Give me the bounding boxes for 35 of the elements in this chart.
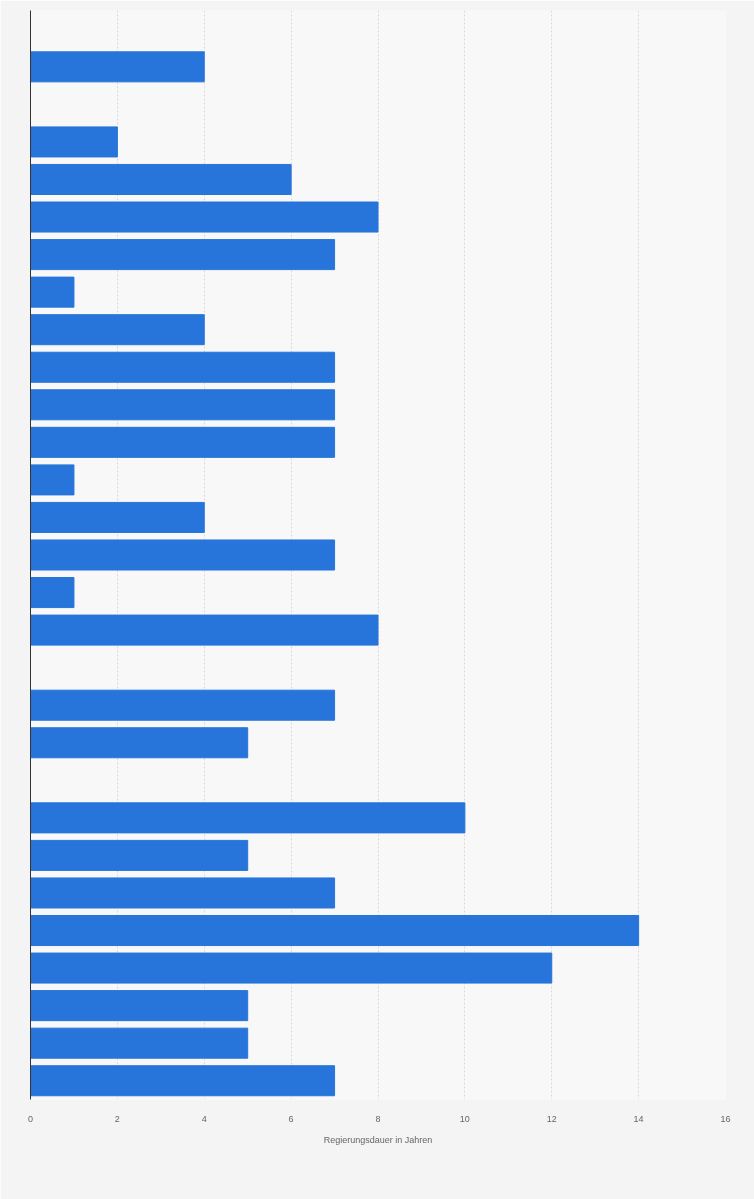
- x-tick-label: 4: [201, 1113, 207, 1124]
- x-axis-title: Regierungsdauer in Jahren: [323, 1134, 433, 1145]
- bar: [30, 163, 292, 195]
- bar: [30, 464, 75, 496]
- bar: [30, 239, 336, 271]
- bar: [30, 1027, 249, 1059]
- bar: [30, 51, 205, 83]
- x-tick-label: 12: [546, 1113, 557, 1124]
- bar: [30, 126, 118, 158]
- x-tick-label: 10: [459, 1113, 470, 1124]
- bar: [30, 314, 205, 346]
- bar: [30, 276, 75, 308]
- bar: [30, 1065, 336, 1097]
- bar: [30, 577, 75, 609]
- x-tick-label: 16: [720, 1113, 731, 1124]
- bar: [30, 877, 336, 909]
- x-tick-label: 2: [114, 1113, 120, 1124]
- bar: [30, 727, 249, 759]
- x-tick-label: 6: [288, 1113, 294, 1124]
- bar: [30, 201, 379, 233]
- bar: [30, 915, 640, 947]
- bar: [30, 614, 379, 646]
- x-tick-label: 0: [28, 1113, 34, 1124]
- bar: [30, 990, 249, 1022]
- bar: [30, 802, 466, 834]
- bar: [30, 539, 336, 571]
- bar: [30, 501, 205, 533]
- x-tick-label: 8: [375, 1113, 381, 1124]
- bar: [30, 839, 249, 871]
- bar: [30, 952, 553, 984]
- bar: [30, 389, 336, 421]
- bar: [30, 689, 336, 721]
- bar: [30, 426, 336, 458]
- bar: [30, 351, 336, 383]
- x-tick-label: 14: [633, 1113, 644, 1124]
